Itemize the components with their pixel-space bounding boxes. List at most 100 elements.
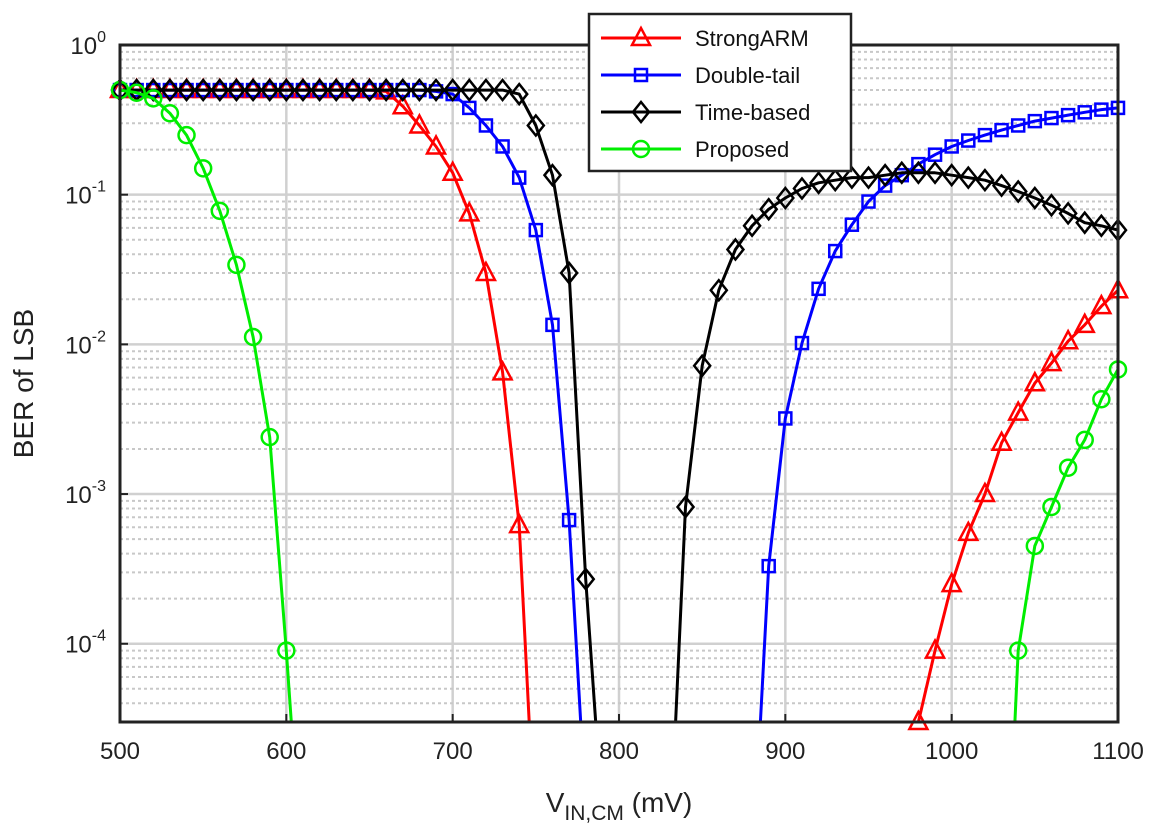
y-tick-label: 10-2 — [65, 328, 106, 359]
data-point-time-based — [542, 163, 563, 188]
legend-item-strongarm: StrongARM — [601, 25, 809, 51]
data-point-strongarm — [1057, 328, 1080, 350]
x-tick-label: 700 — [433, 738, 473, 765]
data-point-double-tail — [778, 411, 793, 426]
data-point-proposed — [243, 327, 263, 347]
data-point-strongarm — [1023, 370, 1046, 392]
y-tick-label: 10-4 — [65, 628, 106, 659]
data-point-double-tail — [927, 147, 943, 162]
data-point-time-based — [243, 78, 263, 103]
data-point-time-based — [892, 160, 912, 185]
x-tick-label: 900 — [765, 738, 805, 765]
data-point-proposed — [1008, 641, 1028, 660]
series-layer — [108, 77, 1130, 731]
data-point-double-tail — [944, 139, 959, 154]
data-point-time-based — [226, 78, 247, 103]
data-point-double-tail — [545, 317, 560, 333]
data-point-time-based — [759, 197, 779, 222]
data-point-proposed — [227, 255, 246, 275]
y-tick-exponent: -4 — [92, 628, 106, 645]
data-point-time-based — [476, 78, 496, 103]
data-point-time-based — [725, 237, 746, 262]
data-point-time-based — [775, 186, 795, 211]
data-point-double-tail — [794, 335, 810, 351]
data-point-double-tail — [1044, 110, 1059, 126]
data-point-double-tail — [495, 139, 510, 154]
data-point-strongarm — [973, 481, 997, 503]
data-point-time-based — [326, 78, 346, 103]
x-axis-label-sub: IN,CM — [564, 802, 624, 825]
data-point-strongarm — [391, 93, 414, 115]
legend-item-proposed: Proposed — [601, 137, 789, 162]
data-point-proposed — [1075, 430, 1094, 450]
data-point-strongarm — [990, 430, 1013, 452]
data-point-time-based — [193, 78, 213, 103]
data-point-time-based — [393, 78, 413, 103]
y-tick-label: 10-3 — [65, 478, 106, 509]
legend-item-time-based: Time-based — [601, 99, 810, 125]
data-point-time-based — [276, 78, 296, 103]
data-point-time-based — [160, 78, 180, 103]
data-point-proposed — [160, 103, 180, 123]
y-tick-base: 10 — [65, 482, 92, 509]
data-point-double-tail — [1060, 107, 1076, 123]
data-point-time-based — [792, 176, 812, 201]
data-point-double-tail — [761, 558, 776, 574]
data-point-time-based — [210, 78, 230, 103]
data-point-strongarm — [1090, 293, 1113, 315]
data-point-time-based — [576, 567, 596, 592]
tick-labels: 500 600 700 800 900 1000 110010010-110-210-310… — [65, 29, 1144, 765]
y-tick-exponent: 0 — [97, 29, 106, 46]
data-point-time-based — [443, 78, 463, 103]
y-tick-label: 10-1 — [65, 179, 106, 210]
legend-box — [587, 12, 853, 173]
data-point-double-tail — [528, 222, 544, 238]
data-point-double-tail — [861, 194, 876, 209]
x-tick-label: 800 — [599, 738, 639, 765]
data-point-proposed — [144, 89, 163, 108]
data-point-strongarm — [491, 359, 514, 381]
legend: StrongARM Double-tail Time-based Proposed — [587, 12, 853, 173]
y-tick-label: 100 — [70, 29, 106, 60]
data-point-proposed — [177, 125, 196, 145]
data-point-double-tail — [478, 118, 494, 133]
data-point-time-based — [825, 168, 845, 193]
data-point-proposed — [1025, 536, 1045, 556]
data-point-double-tail — [827, 243, 843, 259]
y-tick-base: 10 — [70, 33, 97, 60]
data-point-time-based — [925, 160, 945, 185]
series-line-strongarm — [120, 88, 531, 723]
data-point-time-based — [309, 78, 330, 103]
data-point-time-based — [858, 165, 879, 190]
data-point-strongarm — [923, 637, 947, 659]
data-point-time-based — [359, 78, 380, 103]
data-point-time-based — [975, 168, 995, 193]
x-tick-label: 1000 — [925, 738, 978, 765]
data-point-time-based — [176, 78, 197, 103]
data-point-time-based — [1041, 193, 1062, 218]
data-point-time-based — [376, 78, 396, 103]
data-point-strongarm — [458, 200, 481, 222]
legend-label-double-tail: Double-tail — [695, 63, 800, 88]
data-point-time-based — [808, 170, 829, 195]
data-point-proposed — [260, 427, 279, 447]
data-point-time-based — [293, 78, 313, 103]
series-proposed — [110, 80, 1128, 723]
data-point-double-tail — [561, 512, 577, 528]
data-point-double-tail — [877, 178, 893, 193]
data-point-time-based — [709, 278, 729, 303]
data-point-strongarm — [1073, 312, 1096, 334]
data-point-double-tail — [977, 127, 993, 143]
data-point-strongarm — [424, 133, 448, 155]
x-tick-label: 500 — [100, 738, 140, 765]
data-point-time-based — [1008, 179, 1028, 204]
x-axis-label-main: V — [546, 787, 565, 818]
data-point-time-based — [908, 160, 929, 185]
data-point-proposed — [1092, 389, 1111, 409]
x-axis-label: VIN,CM (mV) — [546, 787, 693, 825]
y-tick-exponent: -3 — [92, 478, 106, 495]
legend-marker-time-based — [631, 99, 651, 125]
x-tick-label: 1100 — [1092, 738, 1144, 765]
data-point-time-based — [1075, 210, 1095, 235]
data-point-strongarm — [474, 260, 498, 282]
